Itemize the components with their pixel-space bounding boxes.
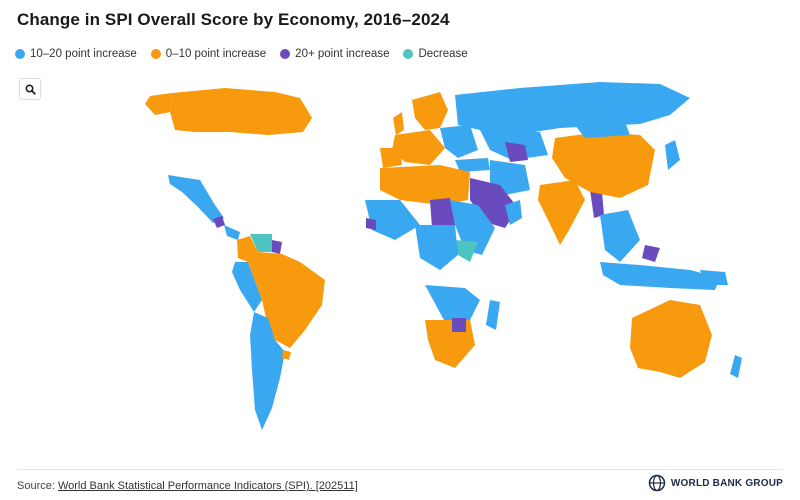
region-somalia[interactable] xyxy=(455,240,478,262)
region-colombia[interactable] xyxy=(237,236,258,262)
region-papua-new-guinea[interactable] xyxy=(700,270,728,285)
legend-label: 20+ point increase xyxy=(295,48,390,60)
region-myanmar[interactable] xyxy=(590,190,604,218)
region-ecuador-peru[interactable] xyxy=(232,262,262,312)
region-indonesia-purple[interactable] xyxy=(642,245,660,262)
region-australia[interactable] xyxy=(630,300,712,378)
region-west-africa-purple[interactable] xyxy=(366,218,376,230)
region-japan[interactable] xyxy=(665,140,680,170)
source-link[interactable]: World Bank Statistical Performance Indic… xyxy=(57,480,358,492)
region-russia[interactable] xyxy=(455,82,690,134)
region-southern-africa-blue[interactable] xyxy=(425,285,480,322)
legend-item-20-plus[interactable]: 20+ point increase xyxy=(280,48,389,60)
region-alaska[interactable] xyxy=(145,93,172,115)
region-western-europe[interactable] xyxy=(392,130,445,165)
region-brazil[interactable] xyxy=(248,252,325,348)
region-caucasus[interactable] xyxy=(505,142,528,162)
region-india[interactable] xyxy=(538,180,585,245)
region-uruguay[interactable] xyxy=(282,350,291,360)
region-chile-argentina[interactable] xyxy=(250,312,285,430)
region-venezuela[interactable] xyxy=(250,234,272,252)
search-icon xyxy=(24,83,36,95)
legend-swatch xyxy=(15,49,25,59)
region-madagascar[interactable] xyxy=(486,300,500,330)
region-southern-africa[interactable] xyxy=(425,320,475,368)
source-prefix: Source: xyxy=(17,480,58,492)
region-north-africa[interactable] xyxy=(380,165,470,205)
region-west-africa[interactable] xyxy=(365,200,420,240)
region-eastern-europe[interactable] xyxy=(440,125,478,158)
source-note: Source: World Bank Statistical Performan… xyxy=(17,480,358,492)
brand-name: WORLD BANK GROUP xyxy=(670,477,783,489)
legend-item-0-10[interactable]: 0–10 point increase xyxy=(150,48,267,60)
region-mongolia[interactable] xyxy=(575,122,630,138)
region-guyana[interactable] xyxy=(272,240,282,254)
region-central-america-blue[interactable] xyxy=(224,225,240,240)
region-central-africa[interactable] xyxy=(415,225,458,270)
region-east-africa[interactable] xyxy=(450,200,495,255)
world-bank-logo[interactable]: WORLD BANK GROUP xyxy=(648,474,783,492)
chart-title: Change in SPI Overall Score by Economy, … xyxy=(17,10,450,29)
legend: 10–20 point increase 0–10 point increase… xyxy=(15,48,468,60)
region-central-america-purple[interactable] xyxy=(213,216,225,228)
region-canada[interactable] xyxy=(170,88,312,135)
region-china[interactable] xyxy=(552,132,655,198)
region-turkey[interactable] xyxy=(455,158,490,172)
region-central-africa-purple[interactable] xyxy=(430,198,455,228)
globe-icon xyxy=(648,474,666,492)
zoom-button[interactable] xyxy=(19,78,41,100)
legend-swatch xyxy=(403,49,414,59)
legend-label: 0–10 point increase xyxy=(165,48,267,60)
region-indonesia[interactable] xyxy=(600,262,720,290)
region-oman[interactable] xyxy=(505,200,522,225)
world-map[interactable] xyxy=(0,0,800,470)
region-spain[interactable] xyxy=(380,148,402,168)
legend-item-decrease[interactable]: Decrease xyxy=(403,48,468,60)
legend-swatch xyxy=(280,49,291,59)
legend-label: Decrease xyxy=(418,48,468,60)
region-scandinavia[interactable] xyxy=(412,92,448,130)
footer-divider xyxy=(17,469,783,470)
region-greenland xyxy=(310,76,365,118)
region-zimbabwe[interactable] xyxy=(452,318,466,332)
region-mexico[interactable] xyxy=(168,175,224,223)
legend-item-10-20[interactable]: 10–20 point increase xyxy=(15,48,137,60)
region-bolivia-paraguay[interactable] xyxy=(262,300,285,336)
region-southeast-asia[interactable] xyxy=(600,210,640,262)
legend-swatch xyxy=(150,49,161,59)
region-uk[interactable] xyxy=(393,112,404,135)
legend-label: 10–20 point increase xyxy=(30,48,137,60)
region-new-zealand[interactable] xyxy=(730,355,742,378)
